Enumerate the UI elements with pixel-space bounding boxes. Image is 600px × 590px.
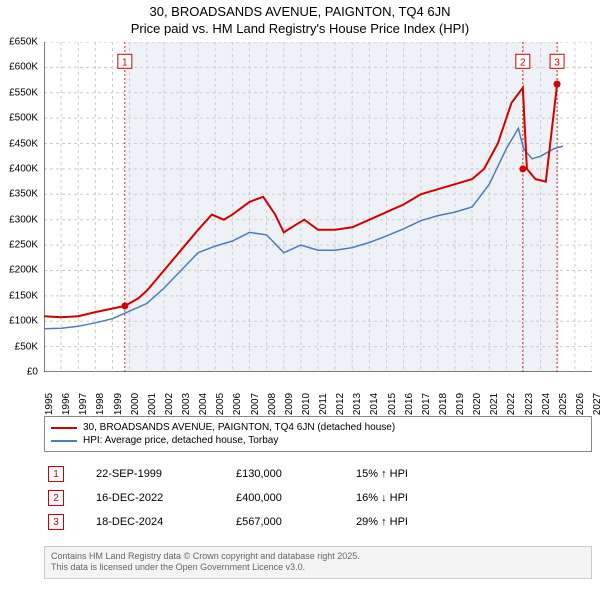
marker-row: 3 18-DEC-2024 £567,000 29% ↑ HPI [44, 510, 592, 534]
marker-row: 2 16-DEC-2022 £400,000 16% ↓ HPI [44, 486, 592, 510]
marker-badge: 1 [48, 466, 64, 482]
x-tick-label: 2007 [250, 393, 261, 415]
marker-price: £400,000 [236, 492, 346, 504]
y-tick-label: £600K [9, 62, 38, 73]
x-tick-label: 2006 [232, 393, 243, 415]
x-tick-label: 2004 [198, 393, 209, 415]
x-tick-label: 1995 [44, 393, 55, 415]
x-tick-label: 2021 [489, 393, 500, 415]
footer-attribution: Contains HM Land Registry data © Crown c… [44, 546, 592, 579]
marker-row: 1 22-SEP-1999 £130,000 15% ↑ HPI [44, 462, 592, 486]
y-tick-label: £0 [27, 367, 38, 378]
x-tick-label: 2015 [387, 393, 398, 415]
marker-pct: 15% ↑ HPI [356, 468, 476, 480]
legend-box: 30, BROADSANDS AVENUE, PAIGNTON, TQ4 6JN… [44, 416, 592, 452]
y-tick-label: £450K [9, 138, 38, 149]
x-tick-label: 2022 [506, 393, 517, 415]
y-tick-label: £50K [15, 341, 38, 352]
header: 30, BROADSANDS AVENUE, PAIGNTON, TQ4 6JN… [0, 0, 600, 38]
marker-price: £567,000 [236, 516, 346, 528]
chart-container: 30, BROADSANDS AVENUE, PAIGNTON, TQ4 6JN… [0, 0, 600, 590]
marker-price: £130,000 [236, 468, 346, 480]
y-tick-label: £300K [9, 214, 38, 225]
footer-line-2: This data is licensed under the Open Gov… [51, 562, 585, 573]
x-tick-label: 2012 [335, 393, 346, 415]
marker-date: 18-DEC-2024 [96, 516, 226, 528]
x-tick-label: 2023 [524, 393, 535, 415]
x-tick-label: 2016 [404, 393, 415, 415]
marker-badge: 2 [48, 490, 64, 506]
y-tick-label: £500K [9, 113, 38, 124]
legend-label: 30, BROADSANDS AVENUE, PAIGNTON, TQ4 6JN… [83, 422, 395, 433]
x-tick-label: 2000 [130, 393, 141, 415]
y-tick-label: £150K [9, 290, 38, 301]
x-tick-label: 2010 [301, 393, 312, 415]
x-tick-label: 2014 [369, 393, 380, 415]
x-tick-label: 1999 [113, 393, 124, 415]
chart-svg: 1 2 3 [44, 42, 592, 372]
x-tick-label: 2017 [421, 393, 432, 415]
marker-date: 16-DEC-2022 [96, 492, 226, 504]
x-axis-labels: 1995 1996 1997 1998 1999 2000 2001 2002 2003 2004… [44, 374, 592, 414]
x-tick-label: 2026 [575, 393, 586, 415]
footer-line-1: Contains HM Land Registry data © Crown c… [51, 551, 585, 562]
y-tick-label: £550K [9, 87, 38, 98]
svg-text:1: 1 [122, 57, 128, 68]
marker-badge: 3 [48, 514, 64, 530]
x-tick-label: 2011 [318, 393, 329, 415]
y-tick-label: £200K [9, 265, 38, 276]
y-tick-label: £250K [9, 240, 38, 251]
x-tick-label: 1998 [95, 393, 106, 415]
legend-item: HPI: Average price, detached house, Torb… [51, 434, 585, 447]
chart-subtitle: Price paid vs. HM Land Registry's House … [0, 21, 600, 38]
marker-pct: 29% ↑ HPI [356, 516, 476, 528]
legend-swatch [51, 427, 77, 429]
legend-item: 30, BROADSANDS AVENUE, PAIGNTON, TQ4 6JN… [51, 421, 585, 434]
y-axis-labels: £0£50K£100K£150K£200K£250K£300K£350K£400… [0, 42, 42, 372]
chart-title: 30, BROADSANDS AVENUE, PAIGNTON, TQ4 6JN [0, 4, 600, 21]
marker-date: 22-SEP-1999 [96, 468, 226, 480]
x-tick-label: 2027 [592, 393, 600, 415]
y-tick-label: £650K [9, 37, 38, 48]
svg-text:3: 3 [554, 57, 560, 68]
plot-area: 1 2 3 [44, 42, 592, 372]
x-tick-label: 2025 [558, 393, 569, 415]
y-tick-label: £100K [9, 316, 38, 327]
x-tick-label: 2002 [164, 393, 175, 415]
x-tick-label: 1997 [78, 393, 89, 415]
x-tick-label: 2019 [455, 393, 466, 415]
x-tick-label: 2008 [267, 393, 278, 415]
x-tick-label: 2009 [284, 393, 295, 415]
legend-swatch [51, 440, 77, 442]
x-tick-label: 2013 [352, 393, 363, 415]
x-tick-label: 2018 [438, 393, 449, 415]
svg-text:2: 2 [520, 57, 526, 68]
x-tick-label: 2003 [181, 393, 192, 415]
legend-label: HPI: Average price, detached house, Torb… [83, 435, 278, 446]
x-tick-label: 2005 [215, 393, 226, 415]
y-tick-label: £400K [9, 163, 38, 174]
x-tick-label: 1996 [61, 393, 72, 415]
x-tick-label: 2001 [147, 393, 158, 415]
x-tick-label: 2024 [541, 393, 552, 415]
x-tick-label: 2020 [472, 393, 483, 415]
markers-table: 1 22-SEP-1999 £130,000 15% ↑ HPI 2 16-DEC-202… [44, 462, 592, 534]
y-tick-label: £350K [9, 189, 38, 200]
marker-pct: 16% ↓ HPI [356, 492, 476, 504]
